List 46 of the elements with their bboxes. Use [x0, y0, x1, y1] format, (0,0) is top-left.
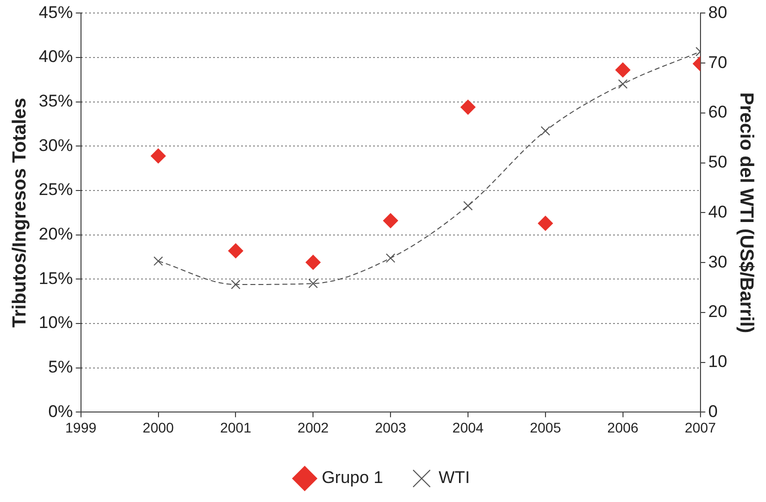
- point: [538, 216, 553, 231]
- y-tick-label: 0%: [48, 402, 73, 421]
- point: [618, 79, 628, 89]
- x-tick-label: 2006: [607, 419, 639, 436]
- y2-tick-label: 80: [708, 2, 728, 22]
- point: [306, 254, 321, 270]
- y2-tick-label: 60: [708, 102, 728, 122]
- point: [308, 278, 318, 288]
- x-tick-label: 2002: [298, 419, 329, 436]
- y2-tick-label: 30: [708, 252, 728, 272]
- y2-tick-label: 50: [708, 152, 728, 172]
- x-tick-label: 2000: [142, 419, 174, 436]
- x-tick-label: 2003: [374, 419, 406, 436]
- y-tick-label: 30%: [38, 136, 73, 155]
- x-tick-label: 2001: [220, 419, 252, 436]
- point: [150, 148, 166, 164]
- point: [154, 256, 163, 266]
- y2-axis-title: Precio del WTI (US$/Barril): [735, 92, 756, 334]
- y-tick-label: 35%: [38, 92, 73, 111]
- x-tick-label: 2004: [452, 419, 484, 436]
- y-tick-label: 40%: [38, 47, 73, 66]
- y2-tick-label: 10: [708, 352, 728, 372]
- y-tick-label: 45%: [38, 2, 73, 22]
- legend-label: WTI: [438, 468, 470, 488]
- point: [228, 243, 244, 258]
- point: [230, 280, 240, 290]
- x-tick-label: 2007: [684, 419, 716, 436]
- x-tick-label: 2005: [530, 419, 562, 436]
- y2-tick-label: 70: [708, 52, 728, 72]
- point: [540, 126, 550, 136]
- x-tick-label: 1999: [65, 419, 97, 436]
- legend-label: Grupo 1: [322, 468, 384, 488]
- y2-tick-label: 0: [708, 402, 718, 421]
- y-tick-label: 5%: [48, 358, 73, 377]
- y-tick-label: 15%: [38, 268, 73, 288]
- y-tick-label: 10%: [38, 313, 73, 332]
- y-tick-label: 25%: [38, 180, 73, 200]
- point: [386, 253, 396, 263]
- y2-tick-label: 20: [708, 302, 728, 322]
- y-axis-title: Tributos/Ingresos Totales: [10, 98, 31, 328]
- point: [615, 62, 630, 78]
- point: [463, 200, 473, 210]
- y2-tick-label: 40: [708, 202, 728, 222]
- y-tick-label: 20%: [38, 224, 73, 244]
- point: [383, 213, 398, 228]
- point: [460, 100, 476, 115]
